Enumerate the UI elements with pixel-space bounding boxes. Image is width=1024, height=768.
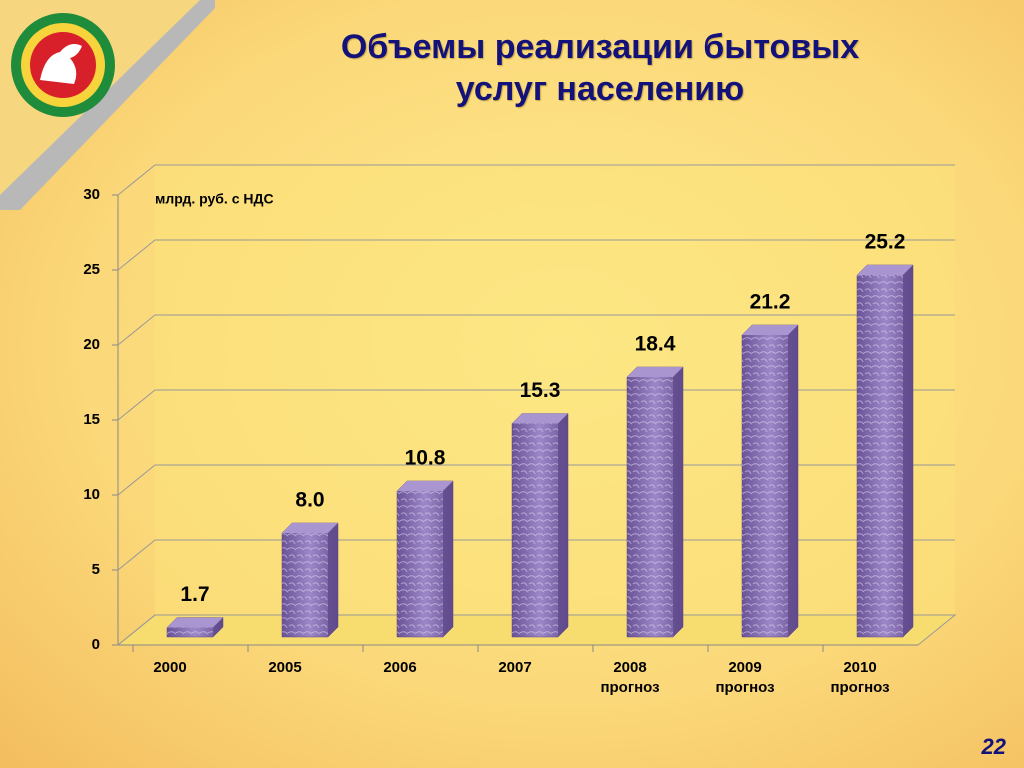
grid-line <box>117 314 955 346</box>
x-tick-label: 2008 прогноз <box>600 659 660 696</box>
grid-line <box>117 239 955 271</box>
bar-texture <box>282 533 328 637</box>
bar-side <box>903 265 913 637</box>
bar-top <box>167 617 223 628</box>
grid-line <box>117 464 955 496</box>
bar-texture <box>742 335 788 637</box>
y-tick-label: 5 <box>92 561 100 578</box>
x-tick-label: 2009 прогноз <box>715 659 775 696</box>
bar-top <box>857 265 913 275</box>
bar-side <box>213 617 223 637</box>
grid-line <box>117 614 955 646</box>
y-tick-label: 30 <box>83 186 100 203</box>
bar-texture <box>397 491 443 637</box>
grid-line <box>117 539 955 571</box>
x-tick-label: 2000 <box>153 659 187 676</box>
bar-texture <box>512 423 558 637</box>
value-label: 18.4 <box>635 333 676 356</box>
value-label: 25.2 <box>865 231 906 254</box>
bar-side <box>328 523 338 637</box>
bar-side <box>788 325 798 637</box>
bar-top <box>512 413 568 424</box>
unit-label: млрд. руб. с НДС <box>155 191 274 207</box>
bar-top <box>627 367 683 377</box>
y-tick-label: 15 <box>83 411 100 428</box>
value-label: 15.3 <box>520 379 561 402</box>
bar-top <box>282 523 338 533</box>
y-tick-label: 0 <box>92 636 100 653</box>
grid-line <box>117 389 955 421</box>
value-label: 10.8 <box>405 447 446 470</box>
page-number: 22 <box>981 734 1006 759</box>
bar-side <box>558 413 568 637</box>
value-label: 8.0 <box>295 489 324 512</box>
bar-texture <box>627 377 673 637</box>
chart-title: Объемы реализации бытовых услуг населени… <box>340 28 860 108</box>
x-tick-label: 2010 прогноз <box>830 659 890 696</box>
x-tick-label: 2006 <box>383 659 417 676</box>
grid-line <box>117 164 955 196</box>
bar-texture <box>167 627 213 637</box>
x-tick-label: 2007 <box>498 659 532 676</box>
y-tick-label: 20 <box>83 336 100 353</box>
bar-texture <box>857 275 903 637</box>
bar-side <box>443 481 453 637</box>
value-label: 21.2 <box>750 291 791 314</box>
bar-top <box>742 325 798 335</box>
x-tick-label: 2005 <box>268 659 302 676</box>
value-label: 1.7 <box>180 583 209 606</box>
emblem <box>11 13 115 117</box>
bar-top <box>397 481 453 491</box>
y-tick-label: 10 <box>83 486 100 503</box>
bar-side <box>673 367 683 637</box>
y-tick-label: 25 <box>83 261 100 278</box>
